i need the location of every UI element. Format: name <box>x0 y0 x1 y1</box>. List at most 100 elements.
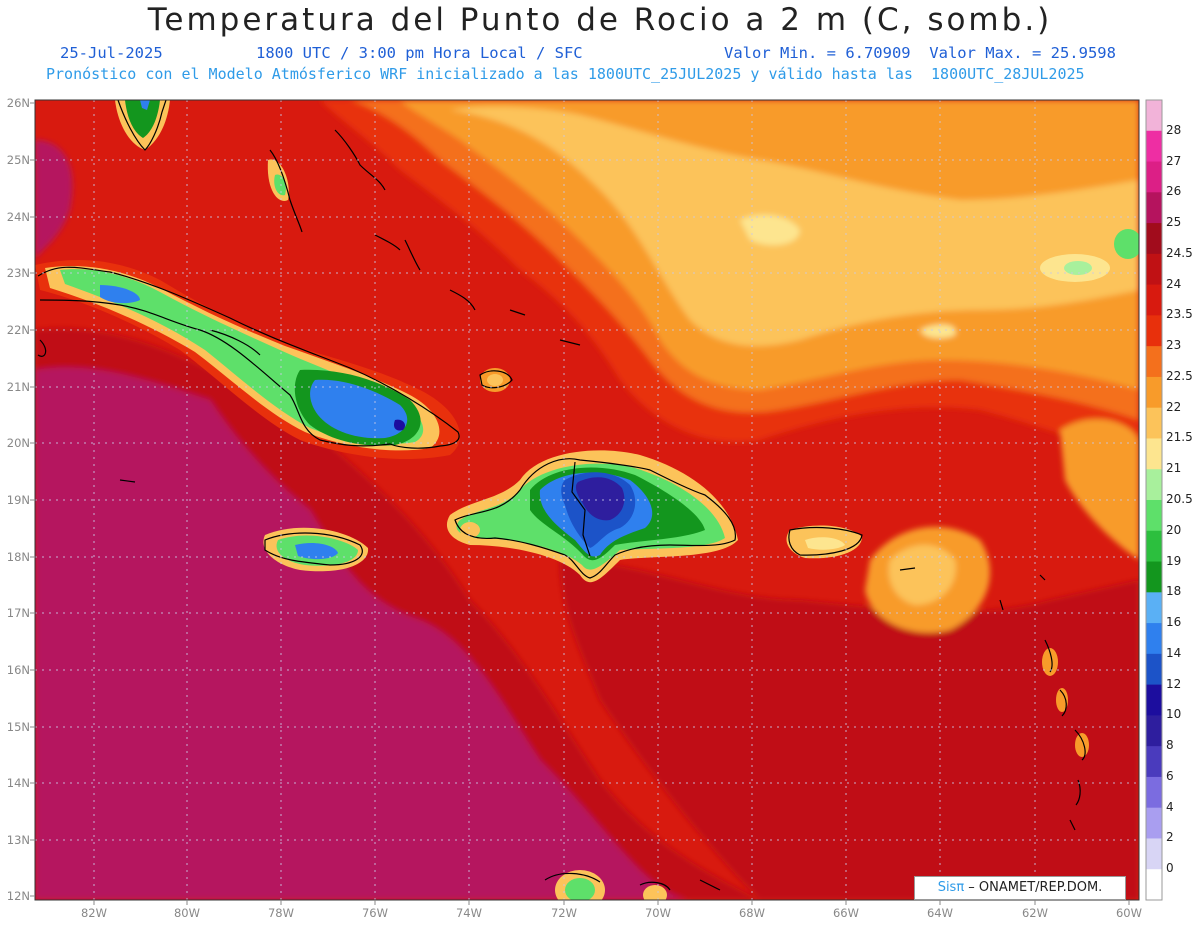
map-title: Temperatura del Punto de Rocio a 2 m (C,… <box>147 2 1053 38</box>
legend-label: 24 <box>1166 276 1182 291</box>
legend-label: 20 <box>1166 522 1182 537</box>
field-21 <box>740 214 800 246</box>
color-bar-swatch <box>1146 623 1162 655</box>
lon-label: 80W <box>173 906 200 920</box>
min-max-values: Valor Min. = 6.70909 Valor Max. = 25.959… <box>724 44 1116 62</box>
field-24b <box>560 560 1139 900</box>
lon-label: 72W <box>550 906 577 920</box>
lon-label: 68W <box>738 906 765 920</box>
lon-label: 62W <box>1021 906 1048 920</box>
color-bar-swatch <box>1146 592 1162 624</box>
color-bar-swatch <box>1146 161 1162 193</box>
color-bar-swatch <box>1146 284 1162 316</box>
lon-label: 70W <box>644 906 671 920</box>
legend-label: 28 <box>1166 122 1182 137</box>
lat-label: 18N <box>6 550 30 564</box>
valid-time: 1800 UTC / 3:00 pm Hora Local / SFC <box>256 44 583 62</box>
field-21b <box>920 324 956 339</box>
color-bar-swatch <box>1146 315 1162 347</box>
lat-label: 22N <box>6 323 30 337</box>
legend-label: 10 <box>1166 707 1182 722</box>
lat-label: 15N <box>6 720 30 734</box>
valid-date: 25-Jul-2025 <box>60 44 163 62</box>
legend-label: 22.5 <box>1166 368 1193 383</box>
legend-label: 23 <box>1166 338 1182 353</box>
color-bar-swatch <box>1146 838 1162 870</box>
color-bar-swatch <box>1146 376 1162 409</box>
legend-label: 18 <box>1166 584 1182 599</box>
field-25b <box>35 140 73 260</box>
legend-label: 21 <box>1166 461 1182 476</box>
color-bar-swatch <box>1146 500 1162 532</box>
color-bar-swatch <box>1146 807 1162 839</box>
credit-brand: Sisπ <box>937 880 965 895</box>
legend-label: 22 <box>1166 399 1182 414</box>
legend-label: 16 <box>1166 615 1182 630</box>
color-bar-swatch <box>1146 253 1162 286</box>
lon-label: 74W <box>455 906 482 920</box>
color-bar-swatch <box>1146 130 1162 163</box>
color-bar-swatch <box>1146 684 1162 716</box>
florida-field <box>115 100 289 201</box>
lon-label: 76W <box>361 906 388 920</box>
lon-label: 78W <box>267 906 294 920</box>
jamaica-field <box>263 527 369 572</box>
color-bar-swatch <box>1146 715 1162 747</box>
field-ec2 <box>888 545 956 605</box>
lat-label: 14N <box>6 776 30 790</box>
axis-ticks <box>30 102 1130 905</box>
color-bar-swatch <box>1146 100 1162 132</box>
legend-label: 4 <box>1166 799 1174 814</box>
lat-label: 13N <box>6 833 30 847</box>
legend-label: 8 <box>1166 738 1174 753</box>
hispaniola-field <box>446 450 738 583</box>
credit-text: – ONAMET/REP.DOM. <box>964 880 1103 895</box>
graticule <box>35 100 1139 900</box>
color-bar-swatch <box>1146 746 1162 778</box>
color-bar-swatch <box>1146 192 1162 224</box>
color-bar-swatch <box>1146 530 1162 563</box>
color-bar-swatch <box>1146 346 1162 378</box>
color-bar-frame <box>1145 99 1163 901</box>
legend-label: 26 <box>1166 184 1182 199</box>
legend-label: 21.5 <box>1166 430 1193 445</box>
legend-label: 12 <box>1166 676 1182 691</box>
legend-label: 14 <box>1166 645 1182 660</box>
legend-label: 6 <box>1166 768 1174 783</box>
lat-label: 17N <box>6 606 30 620</box>
lat-label: 25N <box>6 153 30 167</box>
lon-label: 64W <box>926 906 953 920</box>
field-ec3 <box>1060 419 1139 560</box>
lat-label: 21N <box>6 380 30 394</box>
coastlines <box>37 100 1086 891</box>
lat-label: 16N <box>6 663 30 677</box>
legend-label: 19 <box>1166 553 1182 568</box>
color-bar <box>1145 99 1163 901</box>
model-info: Pronóstico con el Modelo Atmósferico WRF… <box>46 65 1085 83</box>
legend-label: 2 <box>1166 830 1174 845</box>
color-bar-swatch <box>1146 561 1162 593</box>
color-bar-swatch <box>1146 469 1162 501</box>
lon-label: 60W <box>1115 906 1142 920</box>
color-bar-swatch <box>1146 653 1162 686</box>
lat-label: 24N <box>6 210 30 224</box>
lon-label: 82W <box>80 906 107 920</box>
lat-label: 19N <box>6 493 30 507</box>
legend-label: 24.5 <box>1166 245 1193 260</box>
legend-label: 25 <box>1166 215 1182 230</box>
lat-label: 12N <box>6 889 30 903</box>
legend-label: 27 <box>1166 153 1182 168</box>
credit-box: Sisπ – ONAMET/REP.DOM. <box>914 876 1126 900</box>
legend-label: 0 <box>1166 861 1174 876</box>
legend-label: 20.5 <box>1166 492 1193 506</box>
field-25 <box>35 367 690 900</box>
color-bar-swatch <box>1146 869 1162 900</box>
lat-label: 23N <box>6 266 30 280</box>
lat-label: 26N <box>6 96 30 110</box>
color-bar-swatch <box>1146 223 1162 255</box>
color-bar-swatch <box>1146 407 1162 439</box>
color-bar-swatch <box>1146 776 1162 809</box>
color-bar-swatch <box>1146 438 1162 470</box>
lon-label: 66W <box>832 906 859 920</box>
